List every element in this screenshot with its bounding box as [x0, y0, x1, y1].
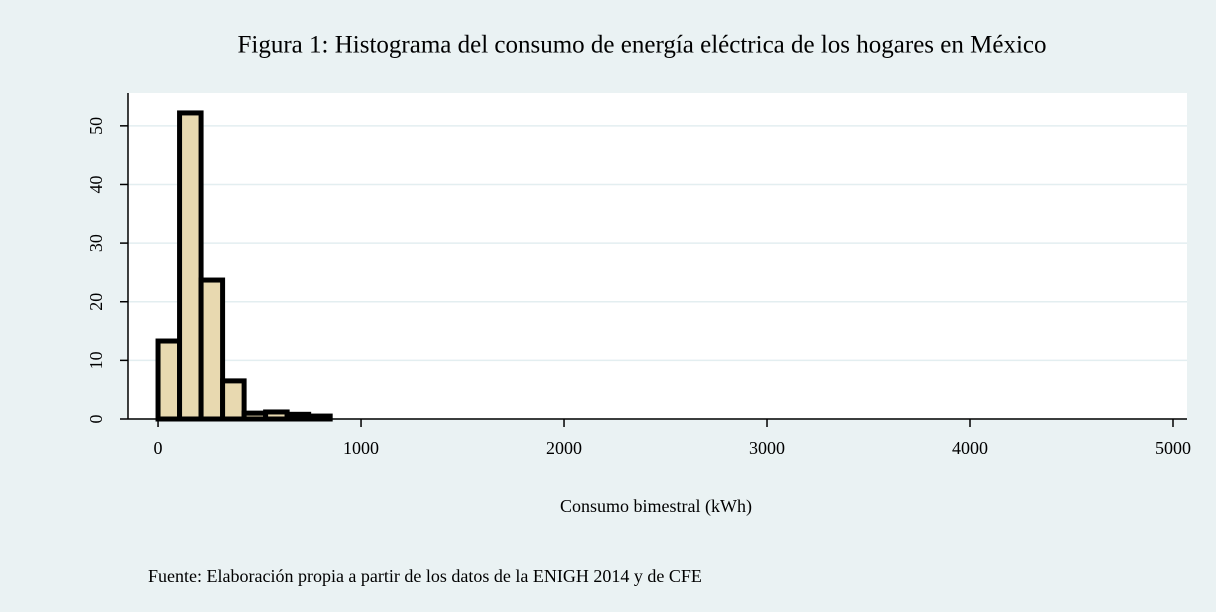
bar — [198, 277, 226, 422]
bar — [177, 110, 204, 422]
bar — [220, 378, 247, 422]
chart-title: Figura 1: Histograma del consumo de ener… — [238, 32, 1047, 59]
bar — [241, 410, 269, 422]
y-tick-label: 20 — [86, 293, 106, 311]
x-tick-label: 2000 — [546, 438, 582, 458]
plot-area — [128, 93, 1187, 419]
y-tick-label: 0 — [86, 415, 106, 424]
x-tick-label: 0 — [154, 438, 163, 458]
x-tick-label: 4000 — [952, 438, 988, 458]
x-tick-label: 3000 — [749, 438, 785, 458]
y-tick-label: 50 — [86, 117, 106, 135]
x-tick-label: 1000 — [343, 438, 379, 458]
y-tick-label: 40 — [86, 175, 106, 193]
note: Fuente: Elaboración propia a partir de l… — [148, 566, 702, 586]
y-tick-label: 30 — [86, 234, 106, 252]
bar — [155, 338, 183, 422]
y-tick-label: 10 — [86, 351, 106, 369]
x-axis-label: Consumo bimestral (kWh) — [560, 496, 752, 517]
x-tick-label: 5000 — [1155, 438, 1191, 458]
bar — [263, 409, 290, 422]
